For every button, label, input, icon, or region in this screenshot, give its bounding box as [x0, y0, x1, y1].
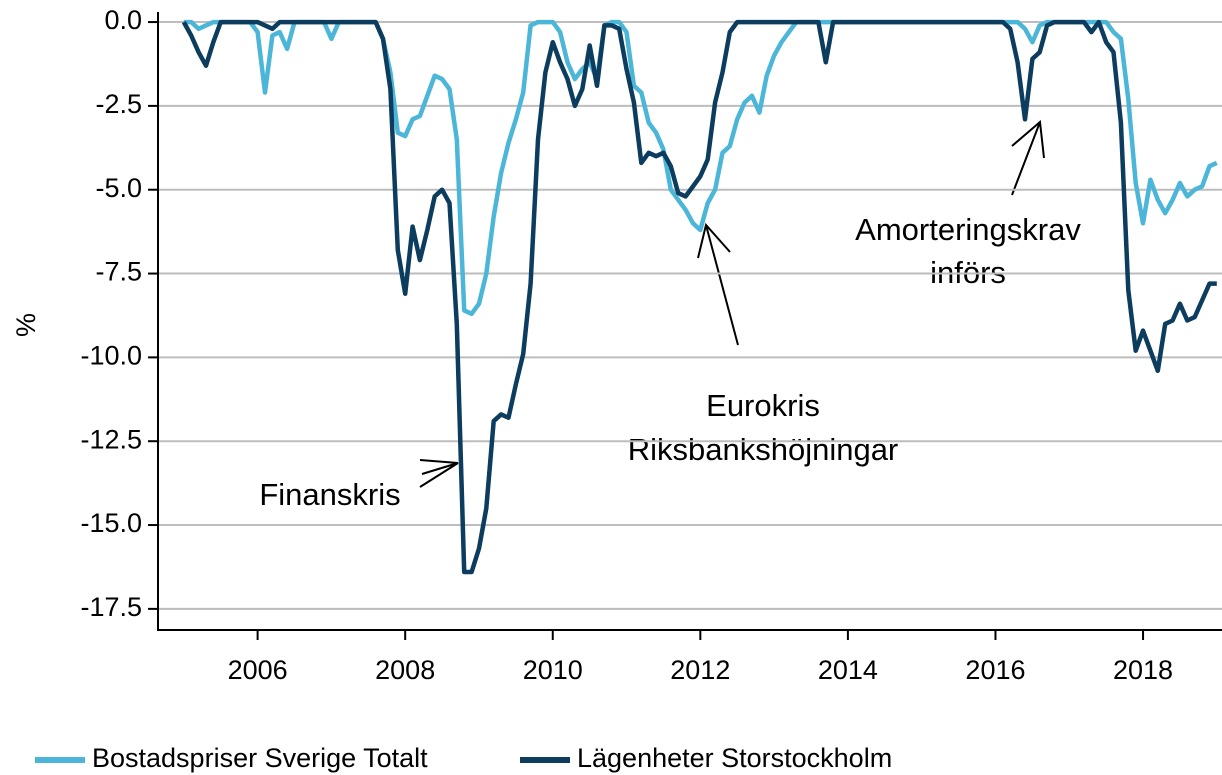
y-axis-label: % — [11, 313, 41, 337]
arrow — [419, 459, 459, 488]
arrow — [1011, 120, 1045, 196]
legend-label: Bostadspriser Sverige Totalt — [92, 743, 428, 773]
x-tick-label: 2006 — [228, 655, 288, 685]
y-tick-label: -15.0 — [80, 508, 142, 538]
y-tick-label: -2.5 — [95, 89, 142, 119]
x-tick-label: 2018 — [1113, 655, 1173, 685]
x-tick-label: 2016 — [965, 655, 1025, 685]
series-line — [181, 19, 1217, 575]
y-tick-label: 0.0 — [104, 5, 142, 35]
y-tick-label: -17.5 — [80, 592, 142, 622]
annotation: Eurokris — [706, 388, 820, 423]
x-tick-label: 2014 — [818, 655, 878, 685]
arrow — [697, 222, 739, 346]
series-line — [183, 19, 1218, 317]
y-tick-label: -7.5 — [95, 257, 142, 287]
annotations — [419, 120, 1045, 488]
y-tick-label: -5.0 — [95, 173, 142, 203]
y-tick-label: -12.5 — [80, 424, 142, 454]
x-tick-label: 2012 — [670, 655, 730, 685]
x-tick-label: 2008 — [375, 655, 435, 685]
y-tick-label: -10.0 — [80, 341, 142, 371]
legend-label: Lägenheter Storstockholm — [577, 743, 892, 773]
annotation: Riksbankshöjningar — [628, 432, 899, 467]
annotation: Finanskris — [259, 477, 400, 512]
x-tick-label: 2010 — [523, 655, 583, 685]
annotation: Amorteringskrav — [855, 212, 1081, 247]
